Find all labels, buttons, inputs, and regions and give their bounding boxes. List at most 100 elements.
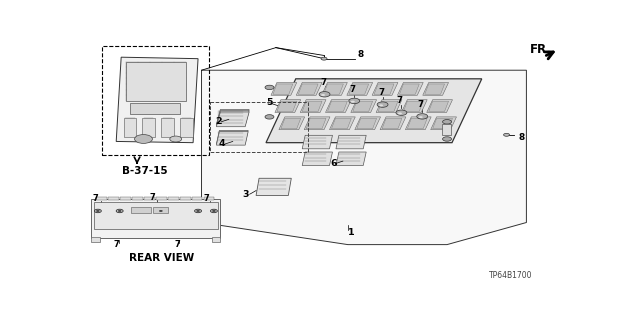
Text: 7: 7 [150, 193, 155, 202]
Bar [156, 197, 166, 200]
Bar [124, 118, 136, 137]
Polygon shape [302, 101, 322, 111]
Polygon shape [336, 135, 366, 149]
Bar [180, 197, 191, 200]
Text: 7: 7 [174, 240, 180, 249]
Polygon shape [423, 83, 449, 95]
Polygon shape [425, 84, 445, 94]
Text: B-37-15: B-37-15 [122, 166, 168, 176]
Circle shape [97, 210, 99, 212]
Polygon shape [302, 152, 332, 166]
Polygon shape [256, 178, 291, 196]
Circle shape [321, 94, 325, 96]
Text: 7: 7 [204, 194, 210, 203]
Circle shape [212, 210, 216, 212]
Circle shape [116, 209, 123, 213]
Circle shape [417, 114, 428, 119]
Circle shape [134, 135, 152, 144]
Polygon shape [376, 100, 402, 113]
Polygon shape [298, 84, 318, 94]
Bar [120, 197, 131, 200]
Circle shape [170, 136, 182, 142]
Polygon shape [324, 84, 344, 94]
Bar [180, 118, 193, 137]
Polygon shape [380, 117, 406, 130]
Circle shape [321, 57, 327, 60]
Polygon shape [321, 83, 348, 95]
Polygon shape [273, 84, 292, 94]
Bar [154, 206, 168, 213]
Circle shape [349, 98, 360, 104]
Text: 2: 2 [215, 117, 221, 126]
Polygon shape [408, 118, 428, 129]
Bar [442, 124, 451, 135]
Bar [168, 197, 179, 200]
Bar [92, 199, 220, 238]
Text: 7: 7 [418, 100, 424, 109]
Polygon shape [351, 100, 376, 113]
Polygon shape [356, 118, 376, 129]
Polygon shape [431, 117, 456, 130]
Polygon shape [306, 118, 326, 129]
Circle shape [195, 209, 202, 213]
Bar [204, 197, 214, 200]
Circle shape [118, 210, 121, 212]
Polygon shape [281, 118, 301, 129]
Circle shape [265, 115, 274, 119]
Polygon shape [216, 132, 248, 145]
Circle shape [211, 209, 218, 213]
Circle shape [94, 209, 101, 213]
Circle shape [159, 210, 163, 212]
Polygon shape [275, 100, 301, 113]
Text: 5: 5 [266, 98, 273, 107]
Polygon shape [304, 117, 330, 130]
Polygon shape [216, 112, 249, 127]
Text: 7: 7 [320, 78, 326, 87]
Circle shape [396, 110, 407, 115]
Text: 7: 7 [397, 96, 403, 105]
Circle shape [379, 104, 383, 106]
Circle shape [443, 137, 451, 141]
Text: FR.: FR. [531, 43, 552, 56]
Polygon shape [378, 101, 398, 111]
Text: 7: 7 [378, 88, 384, 97]
Bar [102, 46, 209, 155]
Polygon shape [116, 57, 198, 143]
Bar [143, 118, 155, 137]
Polygon shape [401, 100, 428, 113]
Bar [97, 197, 107, 200]
Polygon shape [271, 83, 297, 95]
Text: REAR VIEW: REAR VIEW [129, 253, 194, 263]
Polygon shape [326, 100, 351, 113]
Circle shape [398, 113, 402, 115]
Polygon shape [302, 135, 332, 149]
Bar [131, 206, 151, 213]
Polygon shape [330, 117, 355, 130]
Polygon shape [374, 84, 394, 94]
Circle shape [504, 133, 509, 136]
Polygon shape [353, 101, 372, 111]
Circle shape [319, 92, 330, 97]
Text: 7: 7 [349, 85, 356, 93]
Polygon shape [202, 70, 527, 245]
Circle shape [419, 116, 423, 118]
Polygon shape [277, 101, 297, 111]
Polygon shape [336, 152, 366, 166]
Polygon shape [347, 83, 372, 95]
Polygon shape [427, 100, 452, 113]
Polygon shape [403, 101, 423, 111]
Polygon shape [433, 118, 452, 129]
Bar [132, 197, 143, 200]
Polygon shape [216, 109, 249, 124]
Polygon shape [332, 118, 351, 129]
Text: 7: 7 [114, 240, 120, 249]
Polygon shape [397, 83, 423, 95]
Circle shape [157, 209, 164, 213]
Polygon shape [216, 130, 248, 144]
Polygon shape [405, 117, 431, 130]
Circle shape [351, 101, 355, 103]
Bar [212, 237, 220, 242]
Text: TP64B1700: TP64B1700 [489, 271, 532, 280]
Circle shape [196, 210, 200, 212]
Polygon shape [372, 83, 398, 95]
